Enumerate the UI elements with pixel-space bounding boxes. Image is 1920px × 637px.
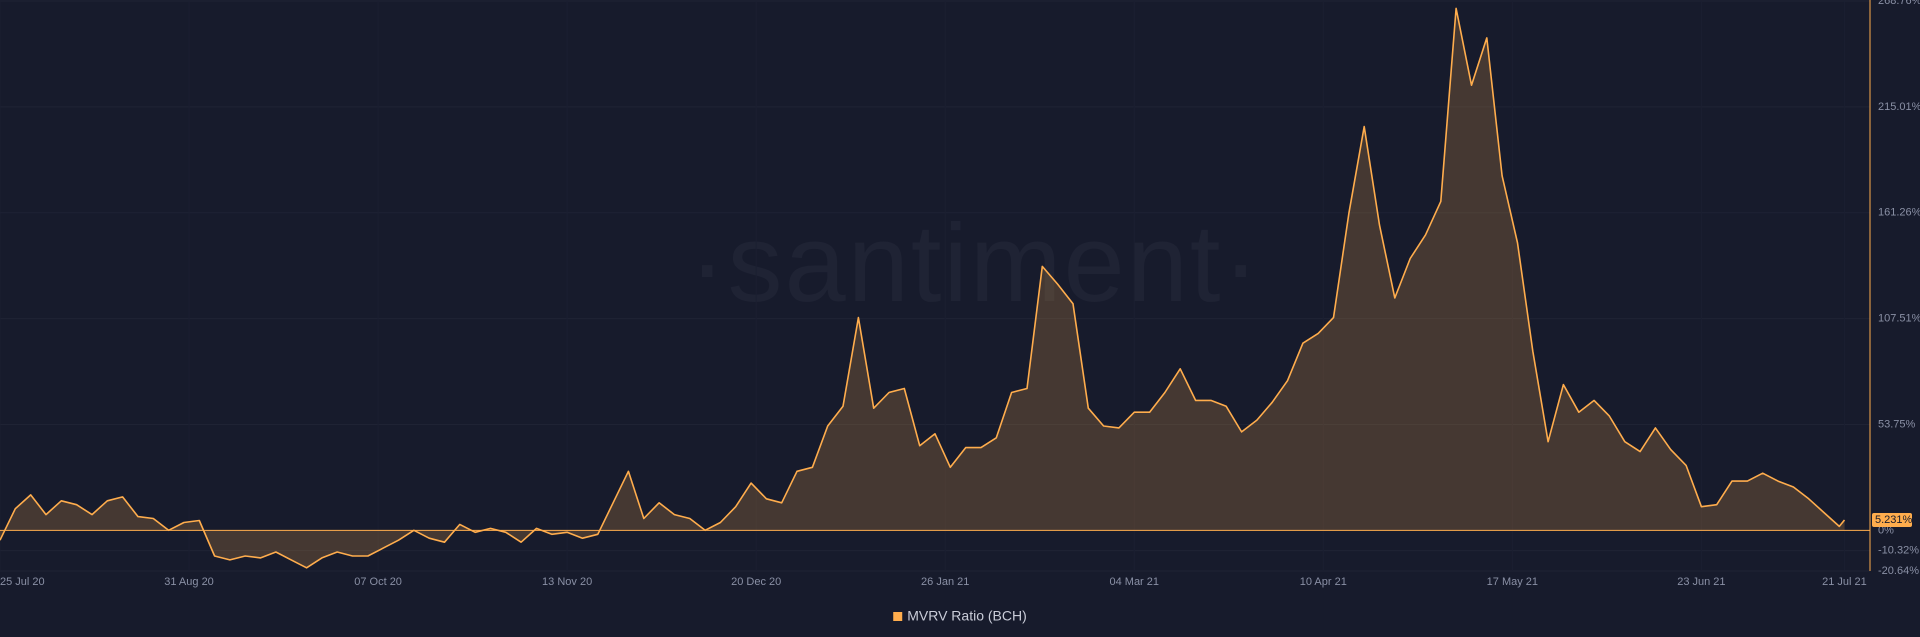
y-tick-label: 0% (1878, 524, 1894, 536)
x-tick-label: 10 Apr 21 (1300, 576, 1347, 588)
x-tick-label: 26 Jan 21 (921, 576, 969, 588)
legend-label: MVRV Ratio (BCH) (907, 608, 1027, 624)
y-tick-label: 268.76% (1878, 0, 1920, 7)
y-tick-label: -10.32% (1878, 545, 1919, 557)
x-tick-label: 21 Jul 21 (1822, 576, 1867, 588)
current-value-badge (1872, 513, 1912, 528)
x-tick-label: 31 Aug 20 (164, 576, 214, 588)
area (0, 8, 1845, 568)
x-tick-label: 23 Jun 21 (1677, 576, 1725, 588)
x-tick-label: 20 Dec 20 (731, 576, 781, 588)
line (0, 7, 1846, 569)
legend-swatch (893, 612, 903, 621)
y-tick-label: 107.51% (1878, 313, 1920, 325)
x-tick-label: 07 Oct 20 (354, 576, 402, 588)
y-tick-label: -20.64% (1878, 565, 1919, 577)
y-tick-label: 53.75% (1878, 418, 1916, 430)
watermark: ·santiment· (689, 202, 1261, 325)
y-tick-label: 161.26% (1878, 207, 1920, 219)
x-tick-label: 17 May 21 (1487, 576, 1538, 588)
current-value-label: 5.231% (1875, 514, 1913, 526)
y-tick-label: 215.01% (1878, 101, 1920, 113)
x-tick-label: 04 Mar 21 (1109, 576, 1159, 588)
x-tick-label: 13 Nov 20 (542, 576, 592, 588)
x-tick-label: 25 Jul 20 (0, 576, 45, 588)
